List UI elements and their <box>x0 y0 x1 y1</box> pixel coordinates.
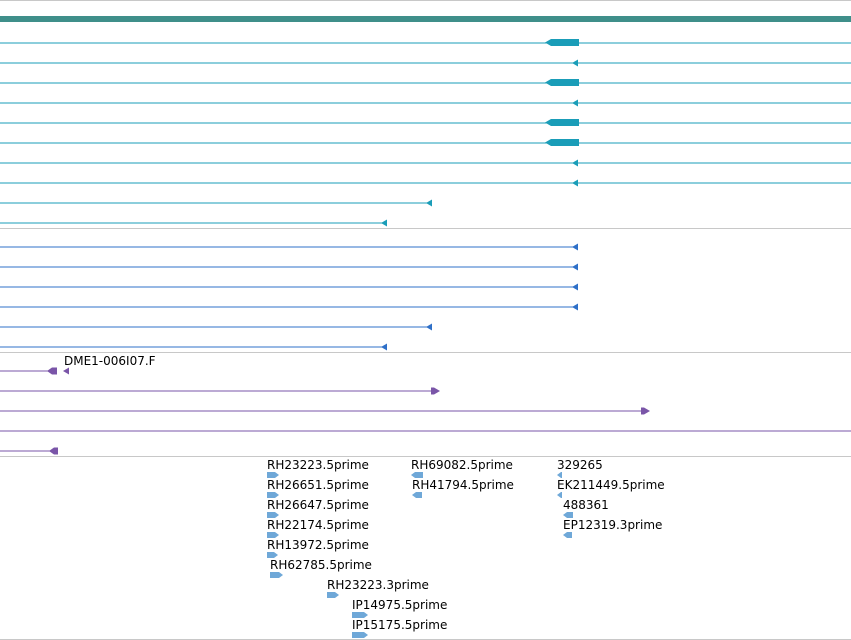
feature[interactable]: DME1-006I07.F <box>63 354 156 375</box>
transcript[interactable] <box>0 263 578 271</box>
est-arrow-icon <box>352 612 368 618</box>
triangle-left-icon <box>572 159 578 167</box>
triangle-right-icon <box>641 407 650 415</box>
est-arrow-icon <box>327 592 339 598</box>
est-feature[interactable]: IP14975.5prime <box>352 598 447 618</box>
est-arrow-icon <box>563 532 572 538</box>
est-arrow-icon <box>270 572 283 578</box>
transcript[interactable] <box>0 303 578 311</box>
est-label: RH26647.5prime <box>267 498 369 512</box>
est-label: 329265 <box>557 458 603 472</box>
est-feature[interactable]: RH69082.5prime <box>411 458 513 478</box>
triangle-left-icon <box>572 179 578 187</box>
est-label: 488361 <box>563 498 609 512</box>
feature[interactable] <box>0 407 650 415</box>
est-arrow-icon <box>267 512 279 518</box>
triangle-left-icon <box>572 283 578 291</box>
est-feature[interactable]: RH22174.5prime <box>267 518 369 538</box>
gene-bar[interactable] <box>0 16 851 22</box>
transcript[interactable] <box>0 99 851 107</box>
triangle-left-icon <box>572 303 578 311</box>
feature[interactable] <box>0 447 58 455</box>
transcript[interactable] <box>0 179 851 187</box>
est-feature[interactable]: EP12319.3prime <box>563 518 662 538</box>
est-feature[interactable]: 488361 <box>563 498 609 518</box>
est-arrow-icon <box>411 472 423 478</box>
est-arrow-icon <box>267 472 279 478</box>
transcript-track-blue <box>0 243 578 351</box>
transcript[interactable] <box>0 59 851 67</box>
est-label: RH13972.5prime <box>267 538 369 552</box>
triangle-left-icon <box>381 219 387 227</box>
triangle-left-icon <box>426 199 432 207</box>
est-arrow-icon <box>267 552 278 558</box>
est-label: RH62785.5prime <box>270 558 372 572</box>
transcript[interactable] <box>0 323 432 331</box>
feature[interactable] <box>0 387 440 395</box>
transcript[interactable] <box>0 219 387 227</box>
est-label: RH23223.5prime <box>267 458 369 472</box>
est-label: EK211449.5prime <box>557 478 665 492</box>
transcript[interactable] <box>0 139 851 146</box>
est-arrow-icon <box>267 492 279 498</box>
est-track: RH23223.5prime RH26651.5prime RH26647.5p… <box>267 458 665 638</box>
est-label: RH23223.3prime <box>327 578 429 592</box>
triangle-left-icon <box>572 99 578 107</box>
est-label: RH22174.5prime <box>267 518 369 532</box>
triangle-left-icon <box>545 39 579 46</box>
purple-feature-track: DME1-006I07.F <box>0 354 851 455</box>
transcript[interactable] <box>0 243 578 251</box>
est-arrow-icon <box>352 632 368 638</box>
feature[interactable] <box>0 367 57 375</box>
est-arrow-icon <box>563 512 573 518</box>
est-arrow-icon <box>267 532 279 538</box>
est-feature[interactable]: IP15175.5prime <box>352 618 447 638</box>
est-feature[interactable]: RH41794.5prime <box>412 478 514 498</box>
triangle-left-icon <box>572 243 578 251</box>
est-feature[interactable]: EK211449.5prime <box>557 478 665 498</box>
est-arrow-icon <box>557 472 562 478</box>
est-feature[interactable]: 329265 <box>557 458 603 478</box>
est-label: EP12319.3prime <box>563 518 662 532</box>
triangle-left-icon <box>545 139 579 146</box>
triangle-left-icon <box>572 59 578 67</box>
feature-label: DME1-006I07.F <box>64 354 156 368</box>
est-label: IP14975.5prime <box>352 598 447 612</box>
transcript[interactable] <box>0 39 851 46</box>
triangle-left-icon <box>381 343 387 351</box>
transcript[interactable] <box>0 159 851 167</box>
triangle-left-icon <box>426 323 432 331</box>
triangle-left-icon <box>545 79 579 86</box>
est-label: RH69082.5prime <box>411 458 513 472</box>
transcript-track-teal <box>0 39 851 227</box>
est-label: IP15175.5prime <box>352 618 447 632</box>
est-arrow-icon <box>557 492 562 498</box>
triangle-left-icon <box>47 367 57 375</box>
est-feature[interactable]: RH23223.3prime <box>327 578 429 598</box>
est-label: RH41794.5prime <box>412 478 514 492</box>
triangle-left-icon <box>49 447 58 455</box>
triangle-left-icon <box>572 263 578 271</box>
est-feature[interactable]: RH13972.5prime <box>267 538 369 558</box>
est-label: RH26651.5prime <box>267 478 369 492</box>
triangle-left-icon <box>545 119 579 126</box>
transcript[interactable] <box>0 119 851 126</box>
est-feature[interactable]: RH26651.5prime <box>267 478 369 498</box>
est-feature[interactable]: RH23223.5prime <box>267 458 369 478</box>
transcript[interactable] <box>0 283 578 291</box>
transcript[interactable] <box>0 79 851 86</box>
triangle-right-icon <box>431 387 440 395</box>
transcript[interactable] <box>0 343 387 351</box>
est-feature[interactable]: RH26647.5prime <box>267 498 369 518</box>
triangle-left-icon <box>63 367 69 375</box>
transcript[interactable] <box>0 199 432 207</box>
est-feature[interactable]: RH62785.5prime <box>270 558 372 578</box>
est-arrow-icon <box>412 492 422 498</box>
